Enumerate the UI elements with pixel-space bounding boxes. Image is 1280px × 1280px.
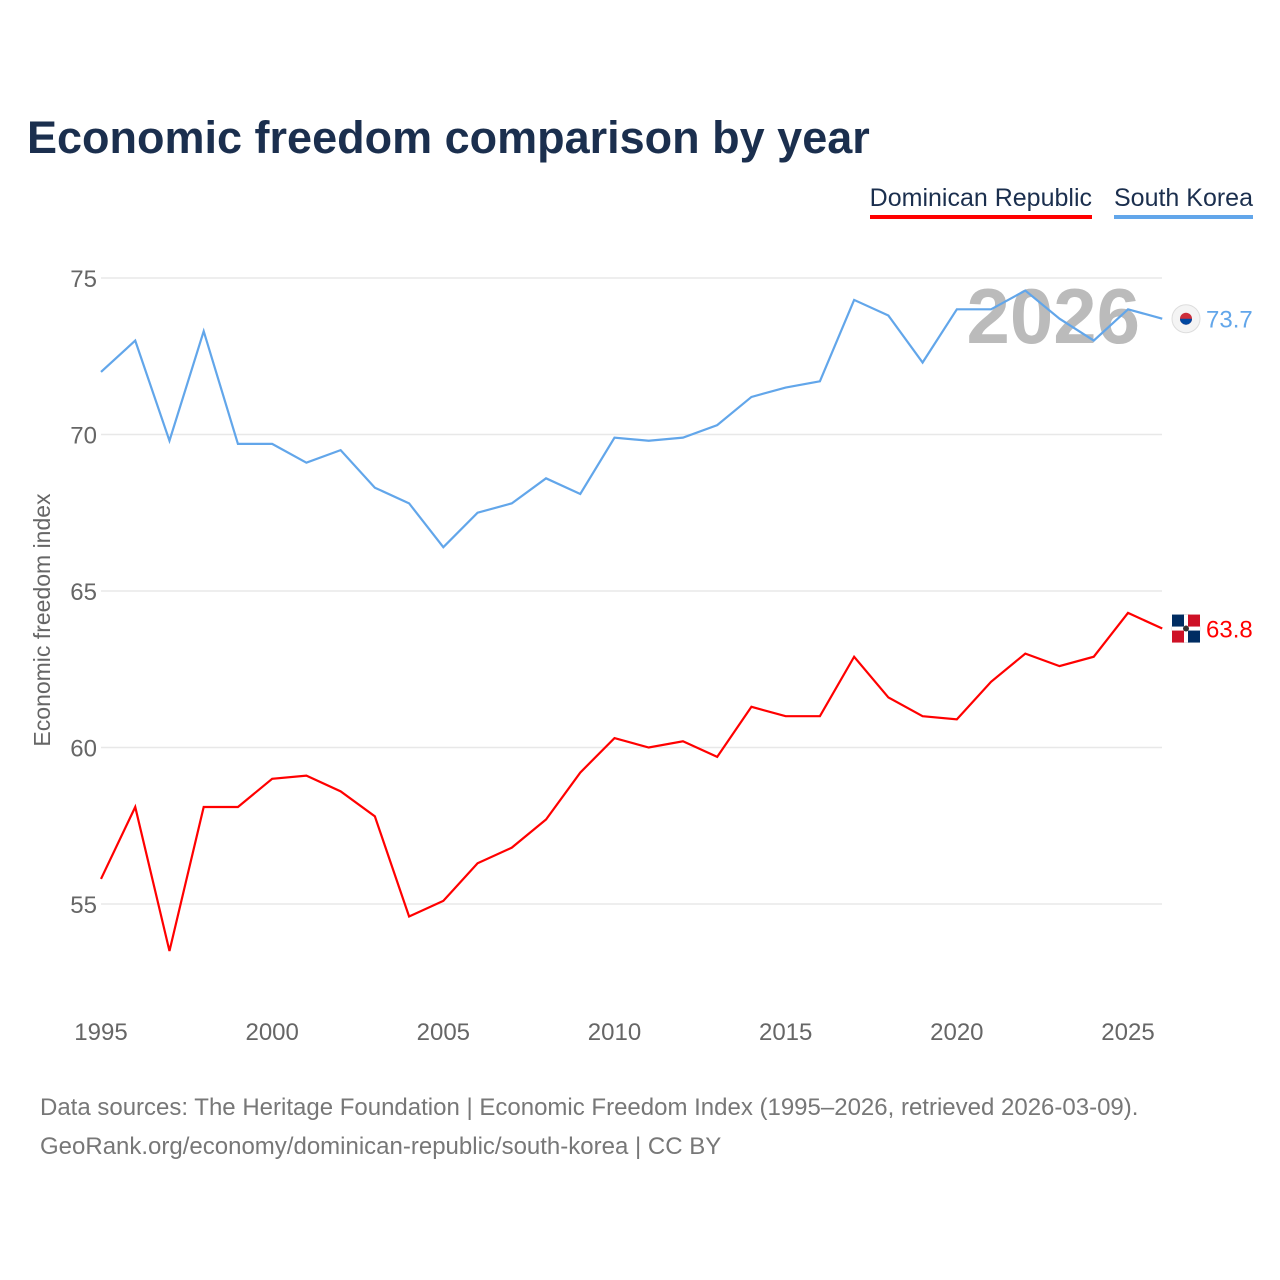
source-line-2[interactable]: GeoRank.org/economy/dominican-republic/s…	[40, 1133, 722, 1160]
year-watermark: 2026	[966, 272, 1140, 360]
x-tick-label: 2010	[588, 1019, 641, 1046]
end-value-label: 73.7	[1206, 307, 1253, 334]
y-tick-label: 65	[70, 579, 97, 606]
y-axis-label: Economic freedom index	[29, 493, 55, 747]
flag-part	[1183, 625, 1189, 632]
legend-south-korea[interactable]: South Korea	[1114, 184, 1253, 219]
legend: Dominican Republic South Korea	[869, 184, 1253, 219]
flag-part	[1180, 318, 1192, 325]
flag-part	[1172, 628, 1186, 643]
series-line-south-korea	[100, 289, 1163, 549]
legend-dominican-republic[interactable]: Dominican Republic	[869, 184, 1092, 219]
y-tick-label: 55	[70, 892, 97, 919]
flag-part	[1186, 628, 1200, 643]
x-tick-label: 2025	[1101, 1019, 1154, 1046]
x-tick-label: 1995	[74, 1019, 127, 1046]
x-tick-label: 2005	[417, 1019, 470, 1046]
end-value-label: 63.8	[1206, 617, 1253, 644]
y-tick-label: 70	[70, 423, 97, 450]
y-tick-label: 60	[70, 736, 97, 763]
y-tick-label: 75	[70, 266, 97, 293]
chart-title: Economic freedom comparison by year	[27, 112, 870, 163]
series-line-dominican-republic	[100, 611, 1163, 952]
source-note: Data sources: The Heritage Foundation | …	[40, 1088, 1138, 1166]
source-line-1: Data sources: The Heritage Foundation | …	[40, 1094, 1139, 1121]
x-tick-label: 2000	[245, 1019, 298, 1046]
flag-part	[1186, 614, 1200, 629]
x-tick-label: 2020	[930, 1019, 983, 1046]
flag-part	[1172, 614, 1186, 629]
x-tick-label: 2015	[759, 1019, 812, 1046]
